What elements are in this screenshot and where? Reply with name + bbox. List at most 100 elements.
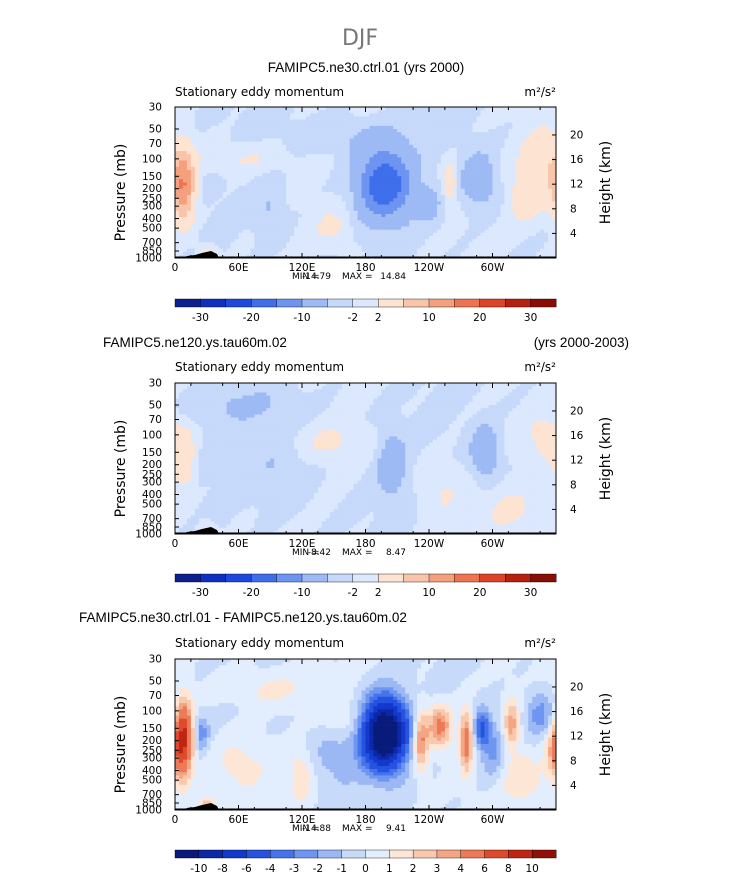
contour-cell <box>329 220 335 224</box>
contour-cell <box>492 235 497 240</box>
contour-cell <box>436 389 442 393</box>
contour-cell <box>516 248 521 253</box>
contour-cell <box>448 182 454 186</box>
contour-cell <box>464 188 469 193</box>
contour-cell <box>274 154 279 158</box>
contour-cell <box>432 116 438 120</box>
contour-cell <box>198 245 204 249</box>
contour-cell <box>492 138 497 142</box>
contour-cell <box>464 201 469 205</box>
contour-cell <box>294 213 299 218</box>
contour-cell <box>417 386 422 390</box>
contour-cell <box>178 239 184 243</box>
contour-cell <box>218 179 223 183</box>
contour-cell <box>333 151 339 155</box>
contour-cell <box>524 235 529 240</box>
contour-cell <box>425 144 430 149</box>
contour-cell <box>417 166 422 171</box>
contour-cell <box>516 232 521 237</box>
contour-cell <box>365 122 370 127</box>
contour-cell <box>500 220 505 224</box>
contour-cell <box>425 179 430 183</box>
contour-cell <box>544 185 549 190</box>
contour-cell <box>194 248 200 253</box>
contour-cell <box>417 125 422 130</box>
contour-cell <box>464 119 469 124</box>
contour-cell <box>496 383 501 387</box>
contour-cell <box>432 198 438 202</box>
contour-cell <box>544 229 549 234</box>
contour-cell <box>409 141 414 146</box>
contour-cell <box>238 116 243 120</box>
contour-cell <box>309 135 315 139</box>
contour-cell <box>353 204 358 208</box>
contour-cell <box>488 135 493 139</box>
contour-cell <box>373 160 378 164</box>
contour-cell <box>290 245 295 249</box>
contour-cell <box>329 169 335 174</box>
contour-cell <box>377 157 382 161</box>
contour-cell <box>492 141 497 146</box>
contour-cell <box>218 169 223 174</box>
contour-cell <box>421 125 426 130</box>
contour-cell <box>313 179 319 183</box>
contour-cell <box>524 151 529 155</box>
contour-cell <box>500 110 505 114</box>
contour-cell <box>488 182 493 186</box>
contour-cell <box>278 119 283 124</box>
contour-cell <box>405 185 410 190</box>
contour-cell <box>258 204 263 208</box>
contour-cell <box>365 223 370 227</box>
contour-cell <box>182 188 188 193</box>
contour-cell <box>524 210 529 215</box>
contour-cell <box>290 125 295 130</box>
contour-cell <box>552 154 557 158</box>
contour-cell <box>182 107 188 111</box>
contour-cell <box>234 116 239 120</box>
contour-cell <box>309 129 315 133</box>
contour-cell <box>417 163 422 168</box>
contour-cell <box>325 135 331 139</box>
contour-cell <box>262 204 267 208</box>
contour-cell <box>298 116 303 120</box>
contour-cell <box>524 217 529 221</box>
contour-cell <box>278 188 283 193</box>
contour-cell <box>262 242 267 246</box>
contour-cell <box>230 220 235 224</box>
contour-cell <box>198 242 204 246</box>
contour-cell <box>365 107 370 111</box>
contour-cell <box>286 191 291 196</box>
panel-1: FAMIPC5.ne30.ctrl.01 (yrs 2000)Stationar… <box>113 60 614 324</box>
contour-cell <box>305 163 311 168</box>
contour-cell <box>496 386 501 390</box>
contour-cell <box>401 220 406 224</box>
contour-cell <box>313 195 319 199</box>
contour-cell <box>500 144 505 149</box>
contour-cell <box>552 110 557 114</box>
contour-cell <box>325 386 331 390</box>
contour-cell <box>524 232 529 237</box>
contour-cell <box>496 107 501 111</box>
contour-cell <box>484 182 489 186</box>
contour-cell <box>492 144 497 149</box>
contour-cell <box>242 122 247 127</box>
contour-cell <box>448 210 454 215</box>
contour-cell <box>242 119 247 124</box>
contour-cell <box>325 138 331 142</box>
contour-cell <box>544 154 549 158</box>
contour-cell <box>226 176 231 180</box>
contour-cell <box>222 163 227 168</box>
contour-cell <box>464 107 469 111</box>
contour-cell <box>206 185 212 190</box>
contour-cell <box>440 232 446 237</box>
contour-cell <box>254 135 259 139</box>
contour-cell <box>536 232 541 237</box>
contour-cell <box>341 169 346 174</box>
contour-cell <box>540 185 545 190</box>
contour-cell <box>286 220 291 224</box>
contour-cell <box>440 188 446 193</box>
contour-cell <box>286 182 291 186</box>
contour-cell <box>456 125 462 130</box>
contour-cell <box>302 229 307 234</box>
contour-cell <box>361 151 366 155</box>
